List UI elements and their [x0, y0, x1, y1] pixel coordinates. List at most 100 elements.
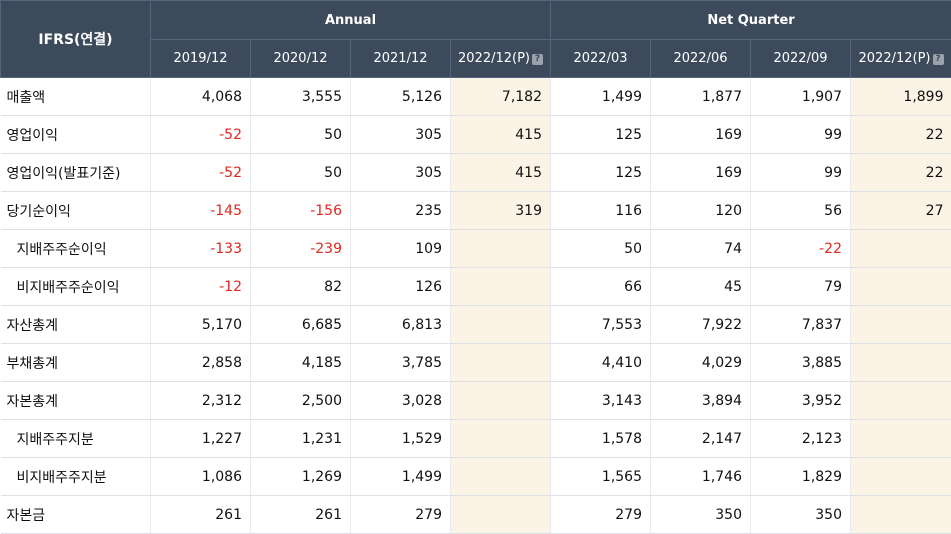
- table-cell: [851, 458, 951, 496]
- table-cell: 1,877: [651, 78, 751, 116]
- table-cell: 4,068: [151, 78, 251, 116]
- table-cell: 22: [851, 116, 951, 154]
- table-cell: 45: [651, 268, 751, 306]
- table-cell: 56: [751, 192, 851, 230]
- period-header: 2020/12: [251, 40, 351, 78]
- row-label: 영업이익(발표기준): [1, 154, 151, 192]
- table-cell: 1,231: [251, 420, 351, 458]
- table-cell: 50: [251, 154, 351, 192]
- table-cell: 1,499: [551, 78, 651, 116]
- table-cell: 4,410: [551, 344, 651, 382]
- period-header-projected: 2022/12(P)?: [451, 40, 551, 78]
- table-cell: 1,565: [551, 458, 651, 496]
- table-cell: 350: [751, 496, 851, 534]
- table-cell: [451, 230, 551, 268]
- table-cell: 5,126: [351, 78, 451, 116]
- table-cell: 120: [651, 192, 751, 230]
- table-cell: [851, 268, 951, 306]
- row-label: 자본총계: [1, 382, 151, 420]
- table-cell: 3,028: [351, 382, 451, 420]
- table-cell: 235: [351, 192, 451, 230]
- table-cell: 74: [651, 230, 751, 268]
- table-cell: -52: [151, 154, 251, 192]
- table-cell: 3,885: [751, 344, 851, 382]
- annual-group-header: Annual: [151, 1, 551, 40]
- help-icon[interactable]: ?: [933, 54, 944, 65]
- table-cell: 1,899: [851, 78, 951, 116]
- table-cell: 415: [451, 154, 551, 192]
- help-icon[interactable]: ?: [532, 54, 543, 65]
- table-cell: 1,499: [351, 458, 451, 496]
- table-cell: 1,829: [751, 458, 851, 496]
- table-cell: 7,837: [751, 306, 851, 344]
- row-label: 자산총계: [1, 306, 151, 344]
- table-cell: -145: [151, 192, 251, 230]
- row-label: 비지배주주지분: [1, 458, 151, 496]
- table-cell: -52: [151, 116, 251, 154]
- table-cell: 99: [751, 154, 851, 192]
- period-header: 2022/03: [551, 40, 651, 78]
- table-cell: 66: [551, 268, 651, 306]
- period-header: 2022/06: [651, 40, 751, 78]
- table-cell: 79: [751, 268, 851, 306]
- table-cell: 261: [151, 496, 251, 534]
- table-cell: 1,269: [251, 458, 351, 496]
- table-cell: 2,312: [151, 382, 251, 420]
- table-cell: 1,227: [151, 420, 251, 458]
- table-cell: 279: [551, 496, 651, 534]
- table-cell: 27: [851, 192, 951, 230]
- table-cell: 6,685: [251, 306, 351, 344]
- table-cell: 1,578: [551, 420, 651, 458]
- table-cell: 305: [351, 116, 451, 154]
- table-cell: [851, 496, 951, 534]
- table-cell: 82: [251, 268, 351, 306]
- table-cell: [851, 230, 951, 268]
- table-cell: 116: [551, 192, 651, 230]
- row-label: 지배주주순이익: [1, 230, 151, 268]
- table-cell: [451, 306, 551, 344]
- table-cell: [451, 344, 551, 382]
- table-cell: 125: [551, 116, 651, 154]
- table-cell: 7,553: [551, 306, 651, 344]
- table-cell: 4,029: [651, 344, 751, 382]
- table-cell: 109: [351, 230, 451, 268]
- table-cell: -133: [151, 230, 251, 268]
- table-cell: 169: [651, 154, 751, 192]
- table-cell: 126: [351, 268, 451, 306]
- table-cell: 99: [751, 116, 851, 154]
- table-cell: [451, 268, 551, 306]
- table-cell: 1,746: [651, 458, 751, 496]
- period-header: 2021/12: [351, 40, 451, 78]
- table-cell: [851, 420, 951, 458]
- table-cell: 1,086: [151, 458, 251, 496]
- table-cell: 279: [351, 496, 451, 534]
- table-cell: 350: [651, 496, 751, 534]
- table-cell: 319: [451, 192, 551, 230]
- table-cell: [851, 306, 951, 344]
- row-label: 비지배주주순이익: [1, 268, 151, 306]
- table-cell: 7,182: [451, 78, 551, 116]
- table-cell: 7,922: [651, 306, 751, 344]
- table-cell: 4,185: [251, 344, 351, 382]
- table-cell: 22: [851, 154, 951, 192]
- table-cell: 305: [351, 154, 451, 192]
- row-label: 부채총계: [1, 344, 151, 382]
- row-label: 영업이익: [1, 116, 151, 154]
- table-cell: 3,785: [351, 344, 451, 382]
- period-header-projected: 2022/12(P)?: [851, 40, 951, 78]
- table-cell: -22: [751, 230, 851, 268]
- table-cell: 6,813: [351, 306, 451, 344]
- table-cell: 1,529: [351, 420, 451, 458]
- table-cell: 1,907: [751, 78, 851, 116]
- table-cell: 2,500: [251, 382, 351, 420]
